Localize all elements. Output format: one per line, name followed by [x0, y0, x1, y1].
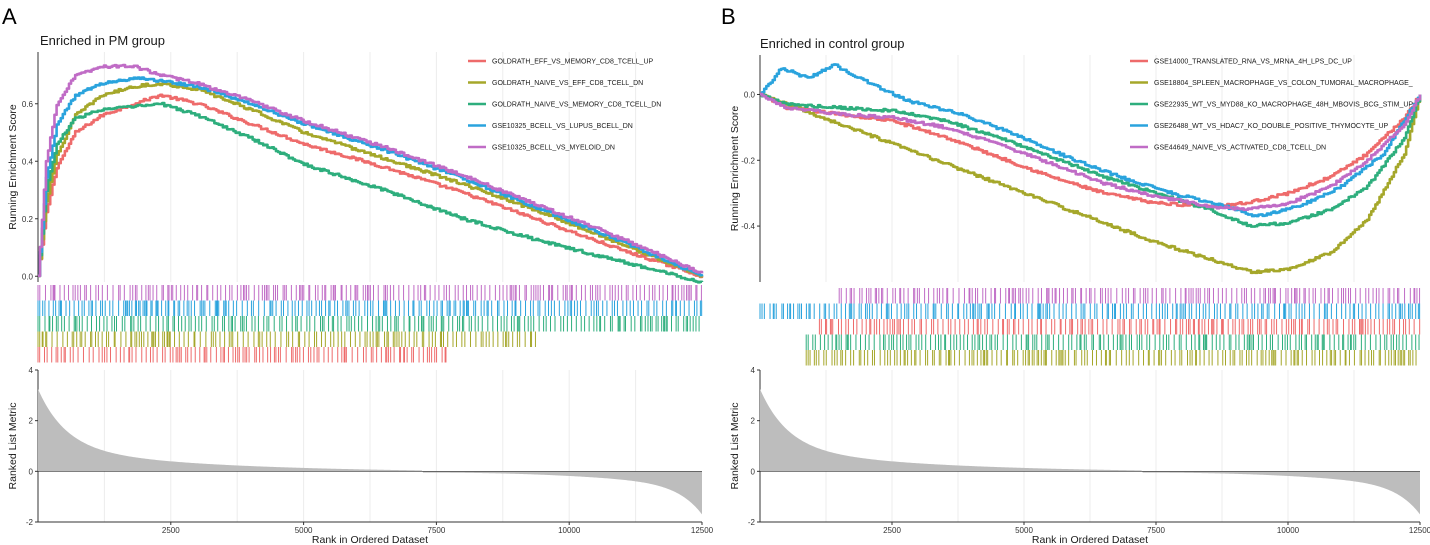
panel-letter: B: [721, 4, 736, 29]
hit-row-series-2: [805, 350, 1417, 366]
x-axis-title: Rank in Ordered Dataset: [312, 534, 428, 545]
x-tick-label: 7500: [1147, 526, 1165, 535]
hit-row-series-3: [37, 316, 700, 332]
gridlines: [103, 52, 637, 522]
es-y-tick-label: 0.0: [744, 90, 756, 99]
metric-y-tick-label: -2: [748, 518, 756, 527]
legend-label-5: GSE44649_NAIVE_VS_ACTIVATED_CD8_TCELL_DN: [1154, 145, 1326, 152]
metric-y-tick-label: -2: [26, 518, 34, 527]
metric-y-tick-label: 0: [29, 467, 34, 476]
legend: GSE14000_TRANSLATED_RNA_VS_MRNA_4H_LPS_D…: [1130, 59, 1413, 152]
metric-y-axis-title: Ranked List Metric: [729, 403, 741, 490]
panel-title: Enriched in control group: [760, 36, 905, 51]
metric-y-axis-title: Ranked List Metric: [7, 403, 19, 490]
es-curve-series-5: [38, 63, 704, 278]
es-curve-series-2: [38, 82, 704, 278]
panel-letter: A: [2, 4, 17, 29]
es-curve-series-2: [760, 92, 1422, 275]
legend-label-1: GOLDRATH_EFF_VS_MEMORY_CD8_TCELL_UP: [492, 59, 654, 66]
legend-label-3: GSE22935_WT_VS_MYD88_KO_MACROPHAGE_48H_M…: [1154, 102, 1413, 109]
legend-label-1: GSE14000_TRANSLATED_RNA_VS_MRNA_4H_LPS_D…: [1154, 59, 1352, 66]
es-y-tick-label: -0.2: [741, 156, 755, 165]
panel-a: A Enriched in PM group 0.0 0.2 0.4 0.6Running…: [2, 4, 714, 545]
x-tick-label: 2500: [883, 526, 901, 535]
x-tick-label: 5000: [1015, 526, 1033, 535]
legend-label-2: GOLDRATH_NAIVE_VS_EFF_CD8_TCELL_DN: [492, 80, 643, 87]
hit-row-series-1: [818, 319, 1421, 335]
x-tick-label: 5000: [295, 526, 313, 535]
es-curves: [760, 63, 1422, 275]
gene-hit-rugs: [37, 285, 703, 363]
panel-b: B Enriched in control group 0.0 -0.2 -0.4Run…: [721, 4, 1430, 545]
es-y-tick-label: 0.2: [22, 215, 34, 224]
hit-row-series-5: [37, 285, 702, 301]
legend-label-2: GSE18804_SPLEEN_MACROPHAGE_VS_COLON_TUMO…: [1154, 80, 1413, 87]
metric-y-tick-label: 2: [751, 417, 756, 426]
es-curve-series-3: [38, 101, 704, 284]
es-y-tick-label: 0.6: [22, 100, 34, 109]
gridlines: [825, 55, 1355, 522]
panel-title: Enriched in PM group: [40, 33, 165, 48]
hit-row-series-4: [37, 300, 703, 316]
hit-row-series-5: [838, 288, 1421, 304]
x-tick-label: 2500: [162, 526, 180, 535]
es-curves: [38, 63, 704, 284]
legend-label-5: GSE10325_BCELL_VS_MYELOID_DN: [492, 145, 615, 152]
es-y-tick-label: 0.0: [22, 272, 34, 281]
x-tick-label: 10000: [1277, 526, 1300, 535]
hit-row-series-4: [759, 303, 1421, 319]
hit-row-series-2: [37, 331, 536, 347]
x-tick-label: 10000: [558, 526, 581, 535]
es-y-axis-title: Running Enrichment Score: [7, 104, 19, 230]
hit-row-series-1: [37, 347, 447, 363]
legend: GOLDRATH_EFF_VS_MEMORY_CD8_TCELL_UP GOLDR…: [468, 59, 661, 152]
es-curve-series-3: [760, 92, 1422, 228]
metric-y-tick-label: 0: [751, 467, 756, 476]
x-tick-label: 12500: [691, 526, 714, 535]
legend-label-4: GSE10325_BCELL_VS_LUPUS_BCELL_DN: [492, 123, 633, 130]
gene-hit-rugs: [759, 288, 1421, 366]
es-y-tick-label: -0.4: [741, 222, 755, 231]
es-curve-series-1: [38, 93, 704, 279]
es-curve-series-4: [760, 63, 1422, 218]
metric-y-tick-label: 4: [751, 366, 756, 375]
legend-label-4: GSE26488_WT_VS_HDAC7_KO_DOUBLE_POSITIVE_…: [1154, 123, 1389, 130]
hit-row-series-3: [805, 334, 1420, 350]
legend-label-3: GOLDRATH_NAIVE_VS_MEMORY_CD8_TCELL_DN: [492, 102, 661, 109]
x-tick-label: 12500: [1409, 526, 1430, 535]
es-y-tick-label: 0.4: [22, 157, 34, 166]
es-curve-series-5: [760, 92, 1422, 212]
metric-y-tick-label: 2: [29, 417, 34, 426]
es-y-axis-title: Running Enrichment Score: [729, 106, 741, 232]
x-axis-title: Rank in Ordered Dataset: [1032, 534, 1148, 545]
es-curve-series-1: [760, 92, 1422, 209]
metric-y-tick-label: 4: [29, 366, 34, 375]
x-tick-label: 7500: [428, 526, 446, 535]
